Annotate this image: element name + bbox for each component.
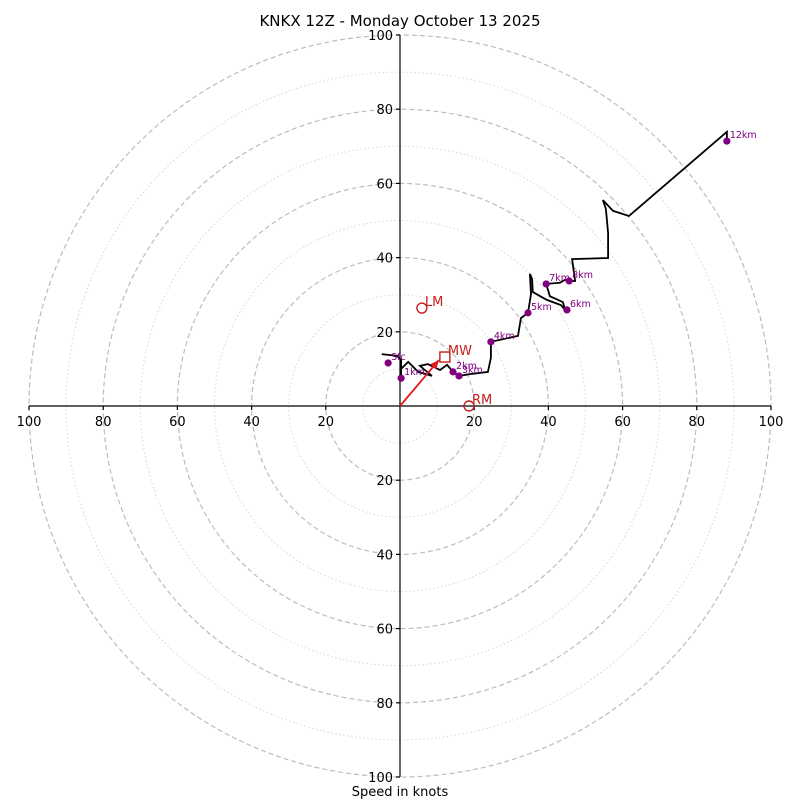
y-tick-label: 40 (376, 252, 393, 267)
level-label-6km: 6km (570, 299, 591, 310)
x-axis-label: Speed in knots (352, 785, 449, 800)
level-label-4km: 4km (494, 331, 515, 342)
level-label-2km: 2km (456, 361, 477, 372)
level-point-1km (397, 374, 405, 382)
level-label-7km: 7km (549, 273, 570, 284)
x-tick-label: 20 (466, 415, 483, 430)
level-point-2km (449, 368, 457, 376)
x-tick-label: 80 (95, 415, 112, 430)
y-tick-label: 20 (376, 474, 393, 489)
marker-label-lm: LM (425, 295, 443, 310)
y-tick-label: 60 (376, 177, 393, 192)
hodograph-trace-group (381, 129, 728, 379)
level-point-4km (487, 338, 495, 346)
marker-label-rm: RM (472, 393, 492, 408)
marker-label-mw: MW (448, 344, 472, 359)
hodograph-trace (381, 129, 728, 379)
tick-labels: 100 80 60 40 20 20 40 60 80 100 100 80 60 40 20 20 40 60 8… (17, 29, 784, 786)
level-label-5km: 5km (531, 302, 552, 313)
mean-wind-vector (399, 359, 440, 407)
x-tick-label: 40 (540, 415, 557, 430)
y-tick-label: 80 (376, 103, 393, 118)
y-tick-label: 100 (368, 771, 393, 786)
vector-arrowhead (430, 359, 439, 370)
level-label-1km: 1km (404, 367, 425, 378)
x-tick-label: 60 (169, 415, 186, 430)
level-point-12km (723, 137, 731, 145)
x-tick-label: 60 (614, 415, 631, 430)
chart-title: KNKX 12Z - Monday October 13 2025 (259, 12, 540, 30)
y-tick-label: 80 (376, 697, 393, 712)
y-tick-label: 20 (376, 326, 393, 341)
level-label-12km: 12km (730, 130, 757, 141)
marker-rm (463, 400, 475, 412)
level-point-6km (563, 306, 571, 314)
x-tick-label: 40 (243, 415, 260, 430)
y-tick-label: 40 (376, 548, 393, 563)
marker-mw (439, 351, 451, 363)
x-tick-label: 100 (17, 415, 42, 430)
level-point-7km (542, 280, 550, 288)
level-label-8km: 8km (572, 270, 593, 281)
level-point-8km (565, 277, 573, 285)
y-tick-label: 60 (376, 623, 393, 638)
x-tick-label: 20 (318, 415, 335, 430)
level-point-3km (455, 372, 463, 380)
marker-lm (416, 302, 428, 314)
level-label-sfc: Sfc (391, 352, 406, 363)
storm-motion-markers: LM MW RM (416, 295, 492, 412)
level-point-sfc (384, 359, 392, 367)
level-point-5km (524, 309, 532, 317)
x-tick-label: 100 (759, 415, 784, 430)
y-tick-label: 100 (368, 29, 393, 44)
mean-wind-vector-group (399, 359, 440, 407)
level-label-3km: 3km (462, 365, 483, 376)
x-tick-label: 80 (689, 415, 706, 430)
